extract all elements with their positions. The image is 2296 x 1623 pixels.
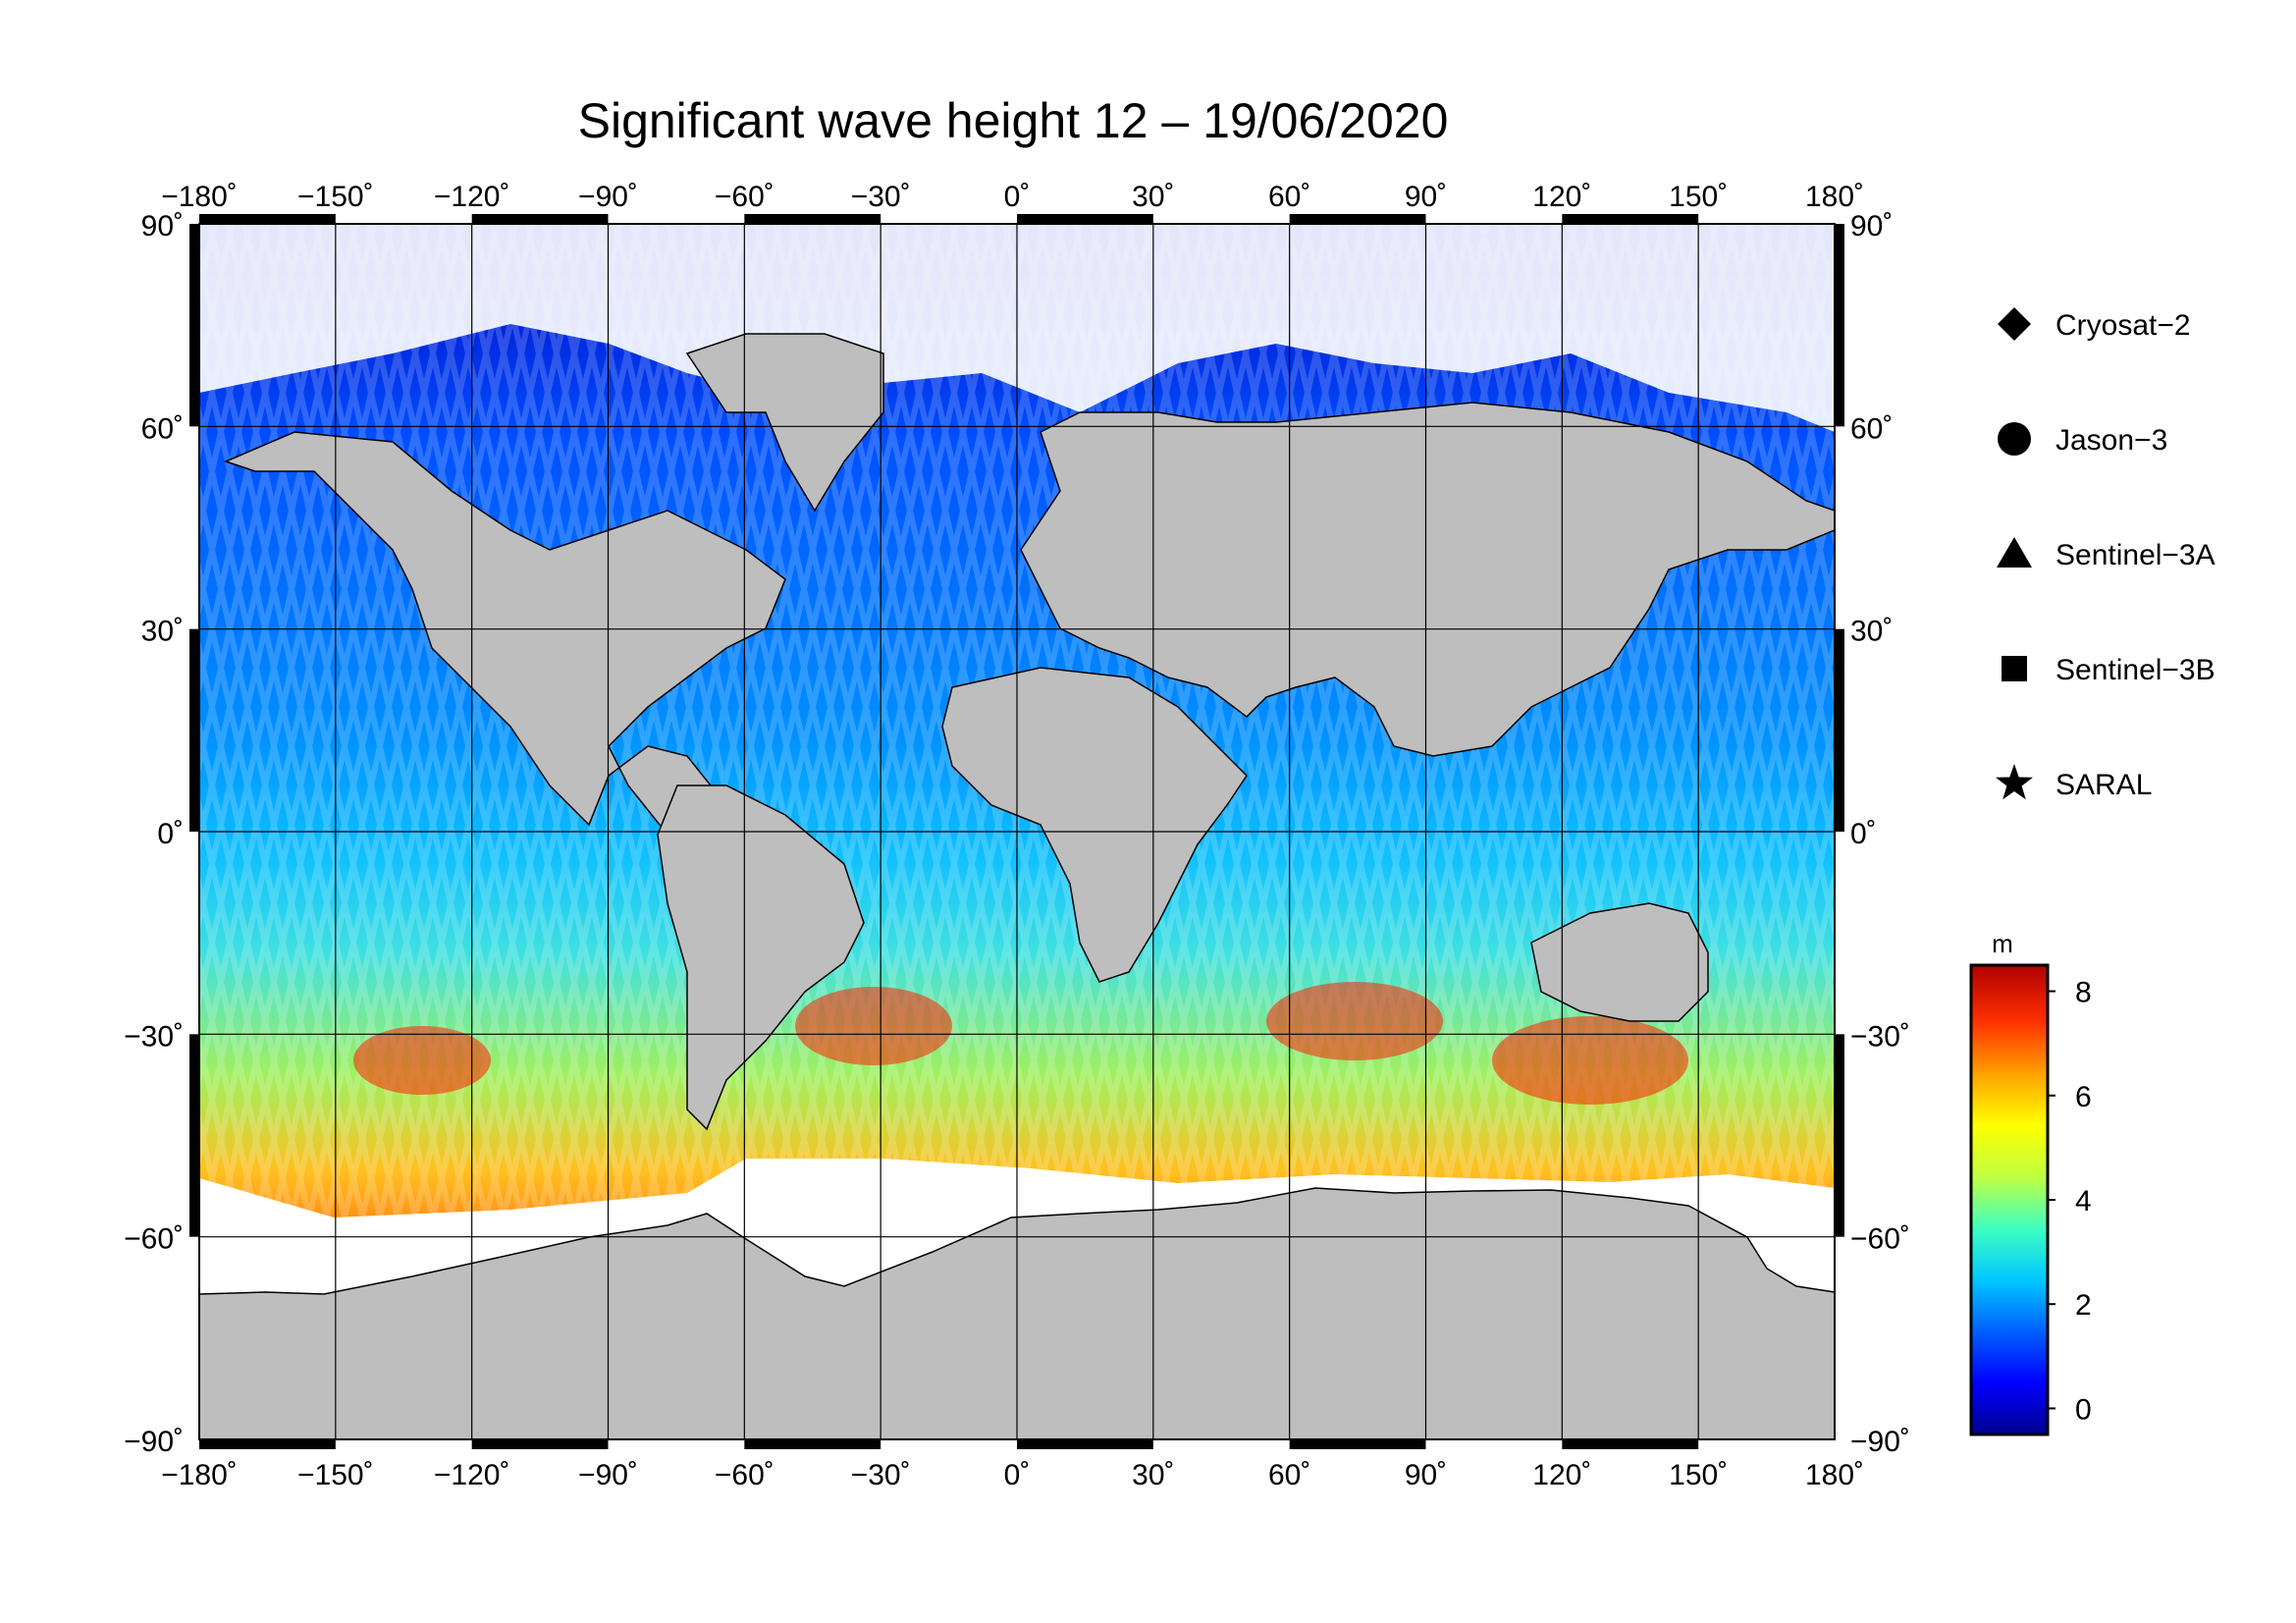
lon-tick-label: −30˚: [851, 181, 911, 213]
lat-tick-label: 0˚: [157, 818, 184, 850]
frame-segment: [189, 628, 199, 832]
lon-tick-label: 30˚: [1132, 181, 1174, 213]
lat-tick-label: 60˚: [141, 412, 184, 445]
lon-tick-label: 150˚: [1669, 1459, 1728, 1491]
lon-tick-label: 90˚: [1405, 1459, 1447, 1491]
eurasia-land: [1020, 402, 1835, 757]
colorbar-tick-label: 6: [2075, 1081, 2092, 1113]
lon-tick-labels-bottom: −180˚ −150˚ −120˚ −90˚ −60˚ −30˚ 0˚ 30˚ 60˚ 90˚ 12…: [161, 1459, 1864, 1491]
frame-segment: [744, 1439, 881, 1449]
frame-segment: [1289, 1439, 1426, 1449]
lat-tick-label: −60˚: [124, 1223, 184, 1256]
colorbar-ticks: 0 2 4 6 8: [2048, 977, 2092, 1426]
lon-tick-label: −60˚: [715, 1459, 774, 1491]
map-gridlines: [199, 224, 1835, 1439]
lon-tick-label: 120˚: [1532, 181, 1591, 213]
lon-tick-label: −180˚: [161, 1459, 238, 1491]
legend-label: Jason−3: [2056, 424, 2167, 457]
lon-tick-label: 90˚: [1405, 181, 1447, 213]
frame-segment: [199, 1439, 336, 1449]
frame-segment: [471, 214, 609, 224]
colorbar-tick-label: 4: [2075, 1185, 2092, 1217]
legend-item: Sentinel−3A: [1997, 537, 2216, 571]
lon-tick-label: 180˚: [1805, 181, 1864, 213]
frame-segment: [199, 214, 336, 224]
lon-tick-label: −120˚: [434, 1459, 510, 1491]
frame-segment: [1562, 1439, 1699, 1449]
frame-segment: [1289, 214, 1426, 224]
colorbar: m 0 2 4 6 8: [1969, 929, 2092, 1436]
frame-segment: [189, 1034, 199, 1237]
colorbar-tick-label: 0: [2075, 1393, 2092, 1426]
map-frame-checker-border: [189, 214, 1844, 1449]
lon-tick-label: −30˚: [851, 1459, 911, 1491]
lat-tick-labels-right: 90˚ 60˚ 30˚ 0˚ −30˚ −60˚ −90˚: [1850, 210, 1910, 1458]
legend-item: Jason−3: [1998, 422, 2167, 457]
lon-tick-label: 60˚: [1268, 181, 1310, 213]
lat-tick-label: 90˚: [1850, 210, 1893, 243]
lon-tick-label: −180˚: [161, 181, 238, 213]
lat-tick-labels-left: 90˚ 60˚ 30˚ 0˚ −30˚ −60˚ −90˚: [124, 210, 184, 1458]
lat-tick-label: −60˚: [1850, 1223, 1910, 1256]
colorbar-unit-label: m: [1992, 929, 2013, 958]
lat-tick-label: 90˚: [141, 210, 184, 243]
lon-tick-label: 0˚: [1004, 1459, 1031, 1491]
lon-tick-label: 30˚: [1132, 1459, 1174, 1491]
lat-tick-label: 30˚: [141, 616, 184, 648]
lon-tick-label: 0˚: [1004, 181, 1031, 213]
africa-land: [941, 667, 1248, 983]
legend-item: Cryosat−2: [1998, 307, 2191, 342]
high-wave-patches: [353, 982, 1688, 1105]
south-america-land: [657, 784, 865, 1131]
legend-item: SARAL: [1996, 764, 2152, 801]
triangle-marker-icon: [1997, 537, 2032, 568]
frame-segment: [1017, 1439, 1153, 1449]
legend-label: Sentinel−3B: [2056, 654, 2216, 686]
australia-land: [1530, 902, 1709, 1022]
frame-segment: [744, 214, 881, 224]
frame-segment: [1017, 214, 1153, 224]
lat-tick-label: 30˚: [1850, 616, 1893, 648]
lat-tick-label: −30˚: [1850, 1020, 1910, 1053]
lat-tick-label: 60˚: [1850, 412, 1893, 445]
legend-label: Cryosat−2: [2056, 309, 2191, 342]
lat-tick-label: −90˚: [1850, 1426, 1910, 1458]
satellite-legend: Cryosat−2 Jason−3 Sentinel−3A Sentinel−3B SA…: [1996, 307, 2216, 801]
map-panel: [199, 224, 1835, 1439]
circle-marker-icon: [1998, 422, 2031, 456]
frame-segment: [1835, 224, 1844, 427]
north-america-land: [223, 431, 786, 856]
lat-tick-label: 0˚: [1850, 818, 1877, 850]
star-marker-icon: [1996, 764, 2033, 800]
lon-tick-label: 120˚: [1532, 1459, 1591, 1491]
square-marker-icon: [2002, 656, 2027, 681]
chart-title: Significant wave height 12 – 19/06/2020: [578, 93, 1449, 148]
lon-tick-labels-top: −180˚ −150˚ −120˚ −90˚ −60˚ −30˚ 0˚ 30˚ 60˚ 90˚ 12…: [161, 181, 1864, 213]
frame-segment: [1835, 1034, 1844, 1237]
colorbar-gradient: [1969, 963, 2050, 1436]
lon-tick-label: −150˚: [297, 1459, 374, 1491]
lat-tick-label: −90˚: [124, 1426, 184, 1458]
frame-segment: [1835, 628, 1844, 832]
frame-segment: [189, 224, 199, 427]
lat-tick-label: −30˚: [124, 1020, 184, 1053]
lon-tick-label: 150˚: [1669, 181, 1728, 213]
lon-tick-label: −120˚: [434, 181, 510, 213]
legend-label: SARAL: [2056, 769, 2152, 801]
legend-label: Sentinel−3A: [2056, 539, 2216, 571]
lon-tick-label: −60˚: [715, 181, 774, 213]
diamond-marker-icon: [1998, 307, 2031, 341]
frame-segment: [471, 1439, 609, 1449]
greenland-land: [685, 333, 884, 513]
lon-tick-label: −90˚: [578, 1459, 638, 1491]
lon-tick-label: −90˚: [578, 181, 638, 213]
legend-item: Sentinel−3B: [2002, 654, 2216, 686]
colorbar-tick-label: 8: [2075, 977, 2092, 1009]
lon-tick-label: 180˚: [1805, 1459, 1864, 1491]
frame-segment: [1562, 214, 1699, 224]
colorbar-tick-label: 2: [2075, 1289, 2092, 1322]
lon-tick-label: 60˚: [1268, 1459, 1310, 1491]
lon-tick-label: −150˚: [297, 181, 374, 213]
